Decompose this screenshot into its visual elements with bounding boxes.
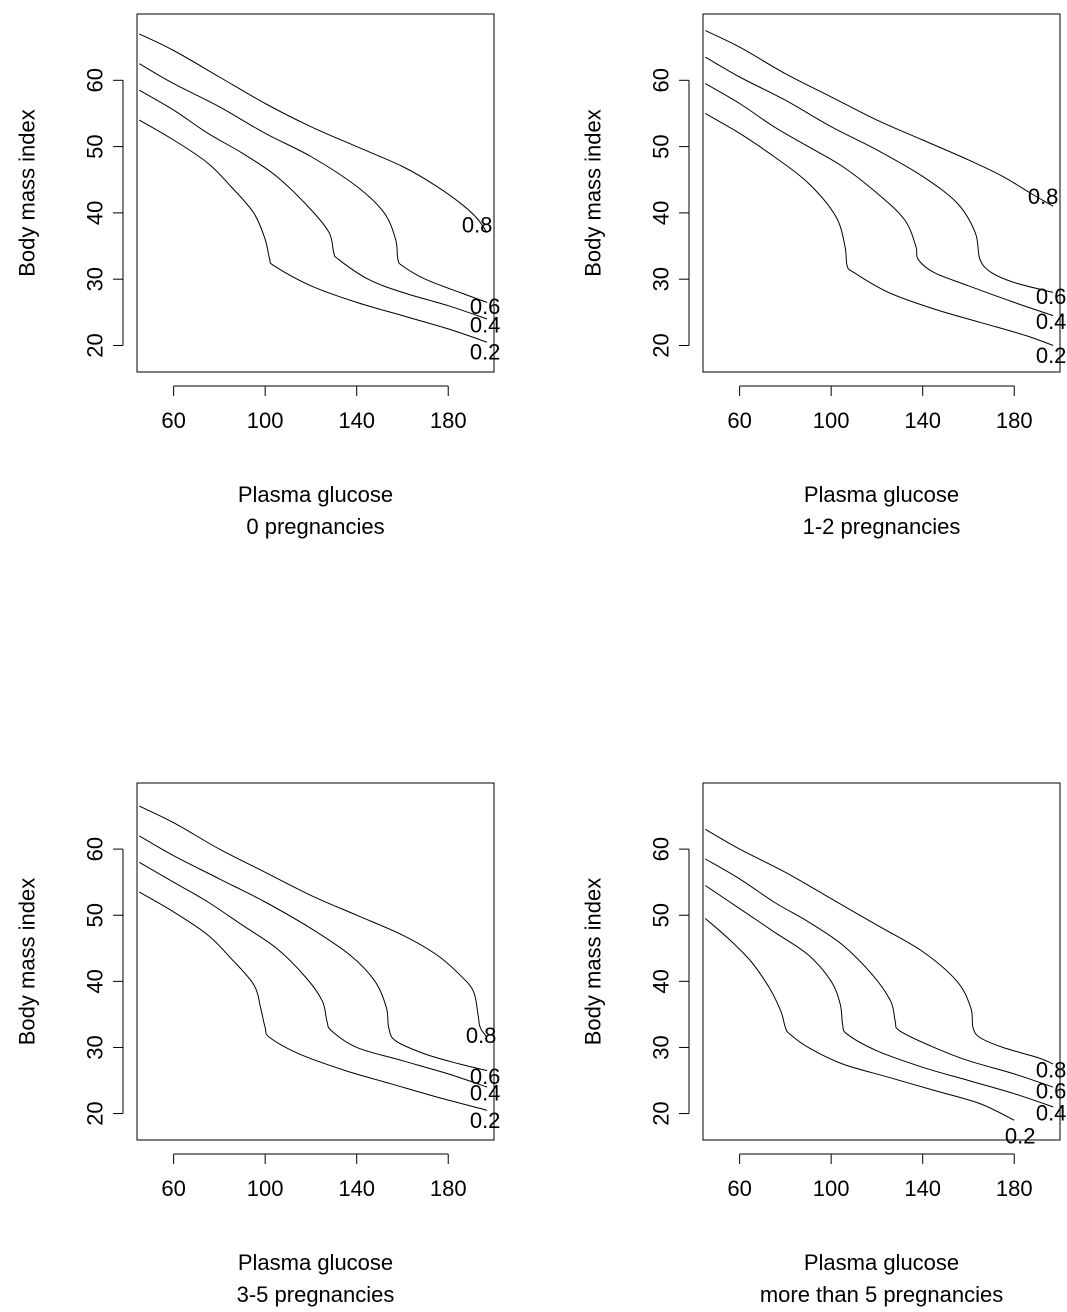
y-tick-label: 30 bbox=[649, 1035, 674, 1059]
x-tick-label: 180 bbox=[996, 408, 1033, 433]
x-tick-label: 60 bbox=[161, 1176, 185, 1201]
y-tick-label: 20 bbox=[83, 1101, 108, 1125]
x-tick-label: 100 bbox=[813, 1176, 850, 1201]
y-tick-label: 60 bbox=[649, 837, 674, 861]
y-tick-label: 40 bbox=[649, 969, 674, 993]
contour-line-0-6 bbox=[705, 56, 1054, 293]
contour-line-0-2 bbox=[139, 119, 488, 343]
panel-4: 60 100 140 180 20 30 40 50 60 Plasma glucose more … bbox=[581, 782, 1067, 1307]
contour-line-0-2 bbox=[704, 918, 1015, 1121]
contour-label: 0.4 bbox=[1036, 1100, 1067, 1125]
y-tick-label: 40 bbox=[649, 201, 674, 225]
contour-label: 0.2 bbox=[1005, 1124, 1036, 1149]
x-tick-label: 60 bbox=[727, 1176, 751, 1201]
x-tick-label: 100 bbox=[247, 1176, 284, 1201]
x-tick-label: 140 bbox=[338, 1176, 375, 1201]
x-tick-label: 100 bbox=[813, 408, 850, 433]
contour-line-0-4 bbox=[139, 861, 488, 1088]
y-tick-label: 60 bbox=[649, 68, 674, 92]
panel-2: 60 100 140 180 20 30 40 50 60 Plasma glucose 1-2 p… bbox=[581, 13, 1067, 539]
panel-subtitle: 3-5 pregnancies bbox=[237, 1282, 395, 1307]
y-tick-label: 60 bbox=[83, 68, 108, 92]
y-tick-label: 30 bbox=[649, 267, 674, 291]
panel-3: 60 100 140 180 20 30 40 50 60 Plasma glucose 3-5 p… bbox=[15, 782, 501, 1307]
contour-line-0-6 bbox=[705, 858, 1054, 1088]
contour-label: 0.8 bbox=[1028, 184, 1059, 209]
contour-label: 0.4 bbox=[470, 1081, 501, 1106]
x-axis-title: Plasma glucose bbox=[238, 482, 393, 507]
x-tick-label: 140 bbox=[904, 1176, 941, 1201]
contour-line-0-2 bbox=[139, 891, 488, 1111]
contour-label: 0.6 bbox=[1036, 1079, 1067, 1104]
plot-frame bbox=[702, 13, 1061, 373]
contour-label: 0.8 bbox=[462, 212, 493, 237]
x-tick-label: 140 bbox=[904, 408, 941, 433]
plot-frame bbox=[702, 782, 1061, 1141]
y-tick-label: 20 bbox=[649, 1101, 674, 1125]
y-tick-label: 20 bbox=[649, 333, 674, 357]
contour-label: 0.6 bbox=[470, 1064, 501, 1089]
contour-line-0-8 bbox=[139, 33, 488, 234]
y-tick-label: 30 bbox=[83, 1035, 108, 1059]
contour-line-0-4 bbox=[705, 83, 1054, 317]
panel-1: 60 100 140 180 20 30 40 50 60 Plasma glucose 0 pre… bbox=[15, 13, 501, 539]
x-tick-label: 180 bbox=[430, 1176, 467, 1201]
y-axis-title: Body mass index bbox=[15, 878, 40, 1046]
contour-label: 0.4 bbox=[470, 312, 501, 337]
plot-frame bbox=[136, 782, 495, 1141]
contour-label: 0.2 bbox=[1036, 343, 1067, 368]
y-tick-label: 30 bbox=[83, 267, 108, 291]
x-tick-label: 140 bbox=[338, 408, 375, 433]
y-tick-label: 50 bbox=[649, 134, 674, 158]
x-axis-title: Plasma glucose bbox=[804, 482, 959, 507]
plot-frame bbox=[136, 13, 495, 373]
contour-label: 0.6 bbox=[470, 294, 501, 319]
contour-label: 0.4 bbox=[1036, 309, 1067, 334]
contour-line-0-6 bbox=[139, 835, 488, 1072]
x-axis-title: Plasma glucose bbox=[238, 1250, 393, 1275]
panel-subtitle: 1-2 pregnancies bbox=[803, 514, 961, 539]
contour-line-0-6 bbox=[139, 63, 488, 303]
y-tick-label: 50 bbox=[83, 134, 108, 158]
contour-line-0-2 bbox=[705, 112, 1054, 346]
x-tick-label: 60 bbox=[161, 408, 185, 433]
contour-label: 0.6 bbox=[1036, 284, 1067, 309]
y-tick-label: 60 bbox=[83, 837, 108, 861]
x-tick-label: 60 bbox=[727, 408, 751, 433]
contour-label: 0.8 bbox=[1036, 1057, 1067, 1082]
contour-label: 0.2 bbox=[470, 340, 501, 365]
contour-line-0-4 bbox=[705, 885, 1054, 1108]
x-tick-label: 180 bbox=[996, 1176, 1033, 1201]
panel-subtitle: 0 pregnancies bbox=[246, 514, 384, 539]
contour-line-0-8 bbox=[139, 805, 488, 1038]
y-tick-label: 40 bbox=[83, 969, 108, 993]
panel-subtitle: more than 5 pregnancies bbox=[760, 1282, 1003, 1307]
contour-line-0-8 bbox=[705, 30, 1054, 207]
y-tick-label: 50 bbox=[83, 903, 108, 927]
contour-label: 0.8 bbox=[466, 1023, 497, 1048]
y-tick-label: 20 bbox=[83, 333, 108, 357]
y-axis-title: Body mass index bbox=[581, 109, 606, 277]
contour-label: 0.2 bbox=[470, 1108, 501, 1133]
y-axis-title: Body mass index bbox=[581, 878, 606, 1046]
contour-line-0-8 bbox=[705, 828, 1054, 1065]
contour-line-0-4 bbox=[139, 89, 488, 320]
x-axis-title: Plasma glucose bbox=[804, 1250, 959, 1275]
x-tick-label: 180 bbox=[430, 408, 467, 433]
y-tick-label: 40 bbox=[83, 201, 108, 225]
x-tick-label: 100 bbox=[247, 408, 284, 433]
y-tick-label: 50 bbox=[649, 903, 674, 927]
y-axis-title: Body mass index bbox=[15, 109, 40, 277]
